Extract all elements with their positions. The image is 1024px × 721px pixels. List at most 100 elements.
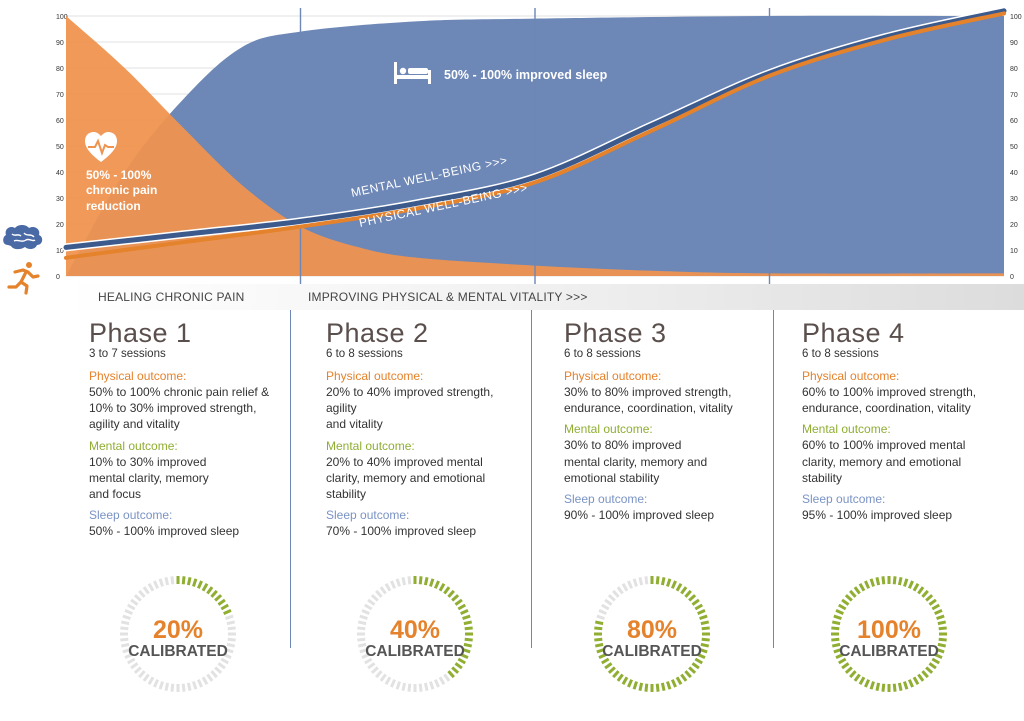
dial-tick-active <box>936 648 945 654</box>
dial-tick-active <box>934 652 943 659</box>
dial-tick-active <box>833 648 842 654</box>
dial-tick-active <box>917 586 925 595</box>
dial-tick-active <box>223 609 232 616</box>
dial-tick <box>401 682 407 692</box>
dial-tick <box>142 673 150 682</box>
dial-tick-active <box>433 580 440 589</box>
dial-tick <box>153 580 160 589</box>
dial-tick <box>364 657 373 665</box>
dial-tick-active <box>903 681 909 690</box>
y-tick-label-right: 40 <box>1010 170 1018 177</box>
physical-outcome-text: 30% to 80% improved strength, endurance,… <box>564 385 733 416</box>
dial-tick <box>164 576 170 586</box>
dial-tick-active <box>921 589 929 598</box>
dial-tick-active <box>594 637 603 642</box>
dial-tick-active <box>684 670 692 679</box>
dial-tick-active <box>864 679 871 688</box>
phase-1-column: Phase 1 3 to 7 sessions Physical outcome… <box>89 318 314 539</box>
y-tick-label-left: 70 <box>56 92 64 99</box>
dial-tick-active <box>694 603 703 611</box>
dial-tick <box>375 670 383 679</box>
dial-tick-active <box>220 603 229 611</box>
dial-tick <box>120 620 130 626</box>
dial-tick-active <box>831 626 840 631</box>
mental-outcome-label: Mental outcome: <box>89 438 178 453</box>
dial-tick <box>361 652 370 659</box>
phase-3-column: Phase 3 6 to 8 sessions Physical outcome… <box>564 318 789 523</box>
dial-tick-active <box>853 673 861 682</box>
phase-4-column: Phase 4 6 to 8 sessions Physical outcome… <box>802 318 1024 523</box>
dial-tick <box>138 670 146 679</box>
mental-outcome-text: 20% to 40% improved mental clarity, memo… <box>326 454 486 502</box>
dial-tick-active <box>206 586 214 595</box>
sleep-outcome-text: 50% - 100% improved sleep <box>89 524 240 539</box>
dial-tick-active <box>928 662 937 670</box>
dial-tick <box>226 620 236 626</box>
dial-tick-active <box>928 598 937 606</box>
dial-tick-active <box>594 620 604 626</box>
dial-tick-active <box>858 676 866 685</box>
dial-tick <box>124 609 133 616</box>
y-tick-label-right: 60 <box>1010 118 1018 125</box>
dial-tick <box>170 683 175 692</box>
physical-outcome-label: Physical outcome: <box>326 369 424 383</box>
dial-tick-active <box>937 620 947 626</box>
dial-tick-active <box>616 673 624 682</box>
physical-outcome-label: Physical outcome: <box>802 369 900 383</box>
phase-title: Phase 4 <box>802 318 905 348</box>
dial-tick-active <box>700 642 710 648</box>
dial-tick <box>364 603 373 611</box>
phase-divider-lower <box>290 310 292 648</box>
dial-tick <box>122 614 131 620</box>
dial-tick-active <box>210 589 218 598</box>
calibration-percent: 40% <box>389 616 441 644</box>
dial-tick <box>153 679 160 688</box>
phase-divider-lower <box>531 310 533 648</box>
y-tick-label-left: 40 <box>56 170 64 177</box>
dial-tick <box>181 683 186 692</box>
band-right-label: IMPROVING PHYSICAL & MENTAL VITALITY >>> <box>308 290 588 304</box>
dial-tick-active <box>694 657 703 665</box>
dial-tick-active <box>912 676 920 685</box>
dial-tick <box>401 576 407 586</box>
phase-sessions: 6 to 8 sessions <box>802 348 879 360</box>
dial-tick <box>133 666 142 674</box>
dial-tick <box>632 578 638 587</box>
phase-sessions: 3 to 7 sessions <box>89 348 166 360</box>
dial-tick-active <box>934 609 943 616</box>
dial-tick-active <box>457 657 466 665</box>
dial-tick <box>359 648 368 654</box>
dial-tick-active <box>675 676 683 685</box>
dial-tick-active <box>186 576 192 586</box>
dial-tick <box>375 589 383 598</box>
dial-tick-active <box>217 598 226 606</box>
dial-tick-active <box>680 673 688 682</box>
calibration-ring <box>831 576 947 692</box>
dial-tick <box>223 652 232 659</box>
dial-tick-active <box>462 648 471 654</box>
y-tick-label-left: 30 <box>56 196 64 203</box>
y-tick-label-right: 100 <box>1010 14 1022 21</box>
dial-tick <box>227 626 236 631</box>
dial-tick-active <box>457 603 466 611</box>
mental-line <box>63 8 1007 250</box>
calibration-label: CALIBRATED <box>365 643 465 660</box>
y-tick-label-left: 50 <box>56 144 64 151</box>
dial-tick-active <box>931 603 940 611</box>
dial-tick <box>164 682 170 692</box>
physical-outcome-text: 60% to 100% improved strength, endurance… <box>802 385 977 416</box>
dial-tick <box>638 576 644 586</box>
dial-tick <box>201 676 209 685</box>
dial-tick-active <box>196 580 203 589</box>
dial-tick-active <box>192 578 198 587</box>
mental-outcome-text: 60% to 100% improved mental clarity, mem… <box>802 438 966 485</box>
calibration-dial-4: 100% CALIBRATED <box>829 574 949 694</box>
dial-tick-active <box>691 598 700 606</box>
dial-tick-active <box>460 652 469 659</box>
physical-outcome-label: Physical outcome: <box>89 369 187 383</box>
sleep-outcome-text: 95% - 100% improved sleep <box>802 508 953 523</box>
physical-line <box>64 11 1006 260</box>
dial-tick <box>395 681 401 690</box>
calibration-dial-3: 80% CALIBRATED <box>592 574 712 694</box>
dial-tick <box>206 673 214 682</box>
